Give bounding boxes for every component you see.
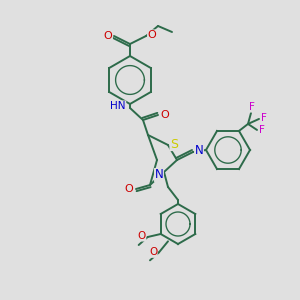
- Text: O: O: [149, 247, 157, 257]
- Text: N: N: [154, 169, 164, 182]
- Text: O: O: [160, 110, 169, 120]
- Text: N: N: [195, 145, 203, 158]
- Text: O: O: [138, 231, 146, 241]
- Text: S: S: [170, 137, 178, 151]
- Text: HN: HN: [110, 101, 126, 111]
- Text: O: O: [124, 184, 134, 194]
- Text: O: O: [103, 31, 112, 41]
- Text: O: O: [148, 30, 156, 40]
- Text: F: F: [261, 113, 267, 123]
- Text: F: F: [249, 102, 255, 112]
- Text: F: F: [259, 125, 265, 135]
